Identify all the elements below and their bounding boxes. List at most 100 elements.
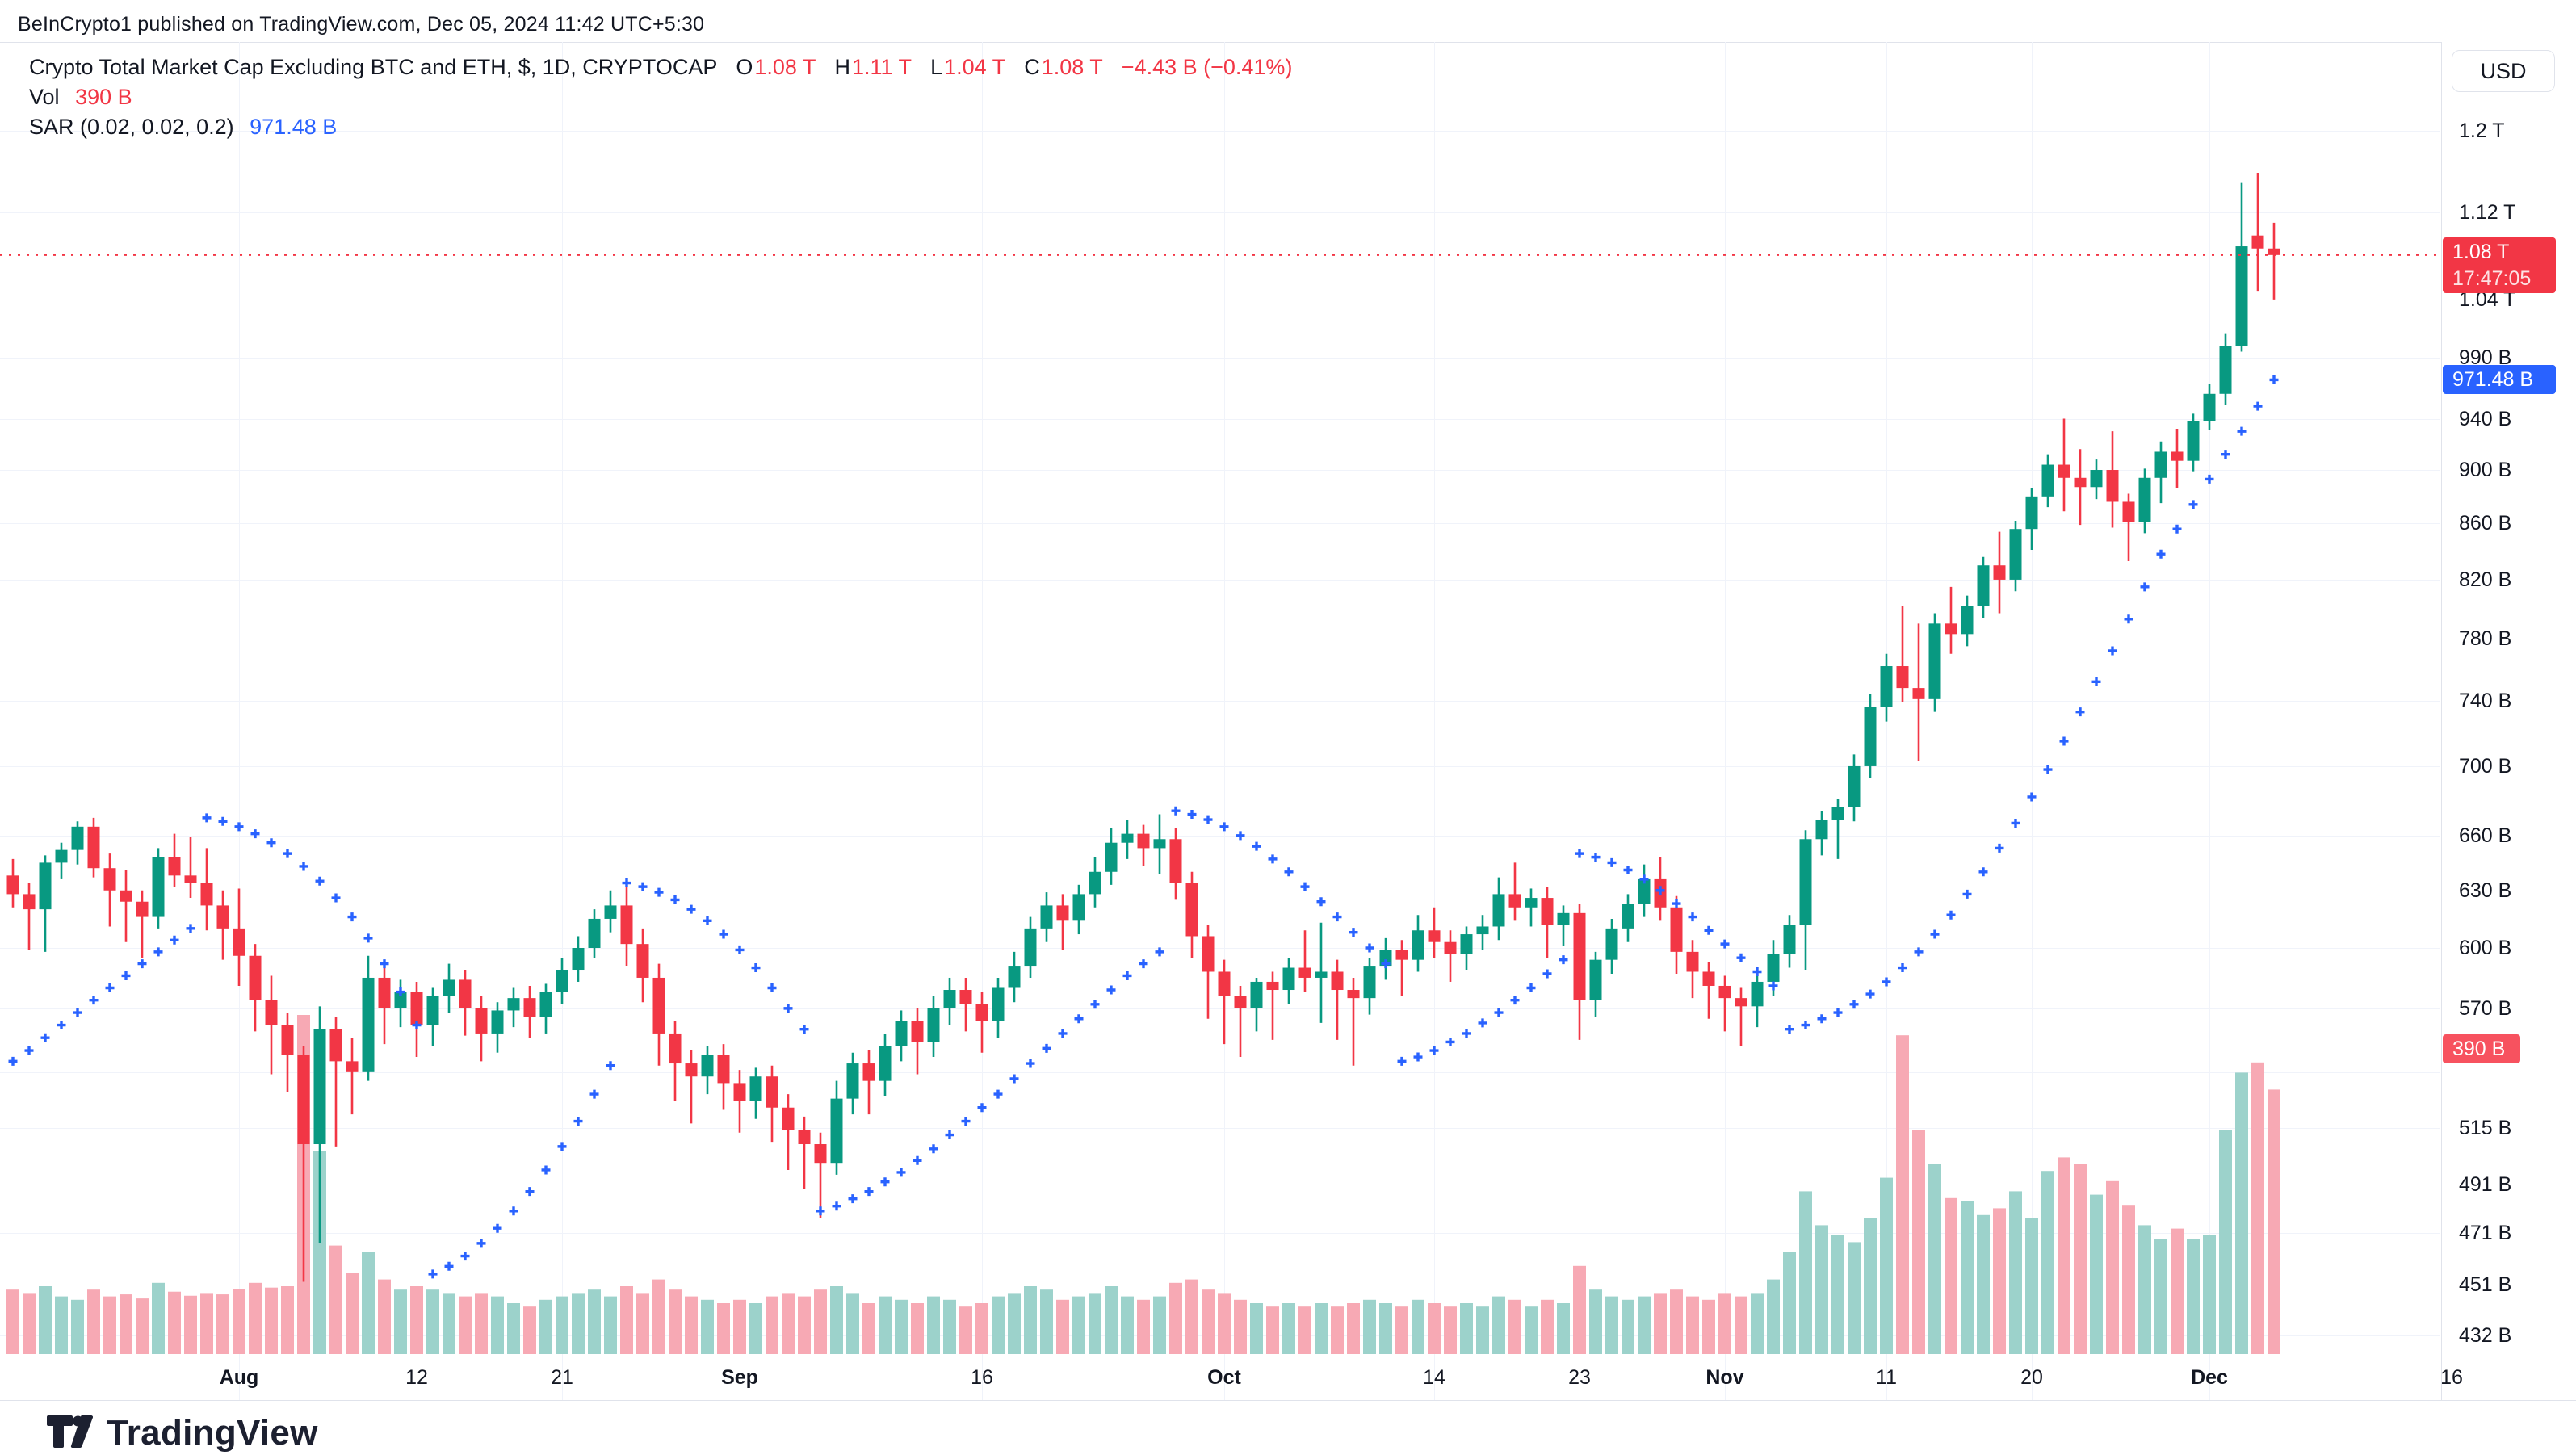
sar-dot <box>444 1261 454 1271</box>
sar-dot <box>1187 810 1197 820</box>
ohlc-open-label: O <box>736 55 753 79</box>
time-tick-label: 12 <box>405 1366 428 1389</box>
candle-body <box>459 979 472 1008</box>
volume-bar <box>588 1289 601 1354</box>
candle-body <box>636 944 649 978</box>
price-tick-label: 900 B <box>2459 459 2512 482</box>
sar-dot <box>1623 865 1633 874</box>
currency-toggle-button[interactable]: USD <box>2452 50 2555 92</box>
candle-body <box>1282 967 1295 991</box>
sar-dot <box>751 963 761 973</box>
volume-bar <box>1961 1201 1974 1354</box>
sar-dot <box>525 1187 535 1197</box>
volume-bar <box>766 1296 778 1354</box>
candle-body <box>2106 470 2119 502</box>
legend-volume-row[interactable]: Vol 390 B <box>29 83 1292 111</box>
candle-body <box>426 996 439 1025</box>
volume-bar <box>1589 1289 1602 1354</box>
sar-dot <box>1397 1056 1407 1066</box>
sar-dot <box>2043 765 2053 774</box>
candle-body <box>2122 501 2135 522</box>
candle-body <box>1218 971 1231 996</box>
sar-dot <box>1655 886 1665 895</box>
sar-dot <box>1252 841 1261 851</box>
sar-dot <box>2027 792 2037 802</box>
sar-dot <box>2156 549 2166 559</box>
candle-body <box>1234 996 1247 1008</box>
candle-body <box>2025 496 2038 530</box>
volume-bar <box>846 1293 859 1354</box>
candle-body <box>1363 966 1376 999</box>
candle-body <box>1444 941 1457 954</box>
candle-body <box>1024 928 1037 967</box>
sar-dot <box>2011 818 2020 828</box>
volume-bar <box>507 1303 520 1354</box>
volume-bar <box>1298 1306 1311 1354</box>
sar-dot <box>105 983 115 992</box>
sar-dot <box>1898 963 1907 973</box>
sar-dot <box>1494 1008 1504 1017</box>
candle-body <box>2171 451 2184 461</box>
price-chart-canvas[interactable] <box>0 0 2440 1455</box>
candle-body <box>685 1063 698 1077</box>
candle-body <box>71 826 84 850</box>
volume-bar <box>830 1286 843 1354</box>
ohlc-low-label: L <box>930 55 943 79</box>
volume-bar <box>1605 1296 1618 1354</box>
candle-body <box>1864 707 1877 766</box>
legend-sar-row[interactable]: SAR (0.02, 0.02, 0.2) 971.48 B <box>29 113 1292 140</box>
chart-top-border <box>0 42 2576 43</box>
volume-bar <box>152 1282 165 1354</box>
legend-symbol-row[interactable]: Crypto Total Market Cap Excluding BTC an… <box>29 53 1292 81</box>
volume-bar <box>491 1296 504 1354</box>
volume-bar <box>136 1298 149 1354</box>
sar-dot <box>767 983 777 992</box>
candle-body <box>1799 839 1812 925</box>
sar-dot <box>412 1021 422 1030</box>
candle-body <box>297 1055 310 1145</box>
volume-value: 390 B <box>75 85 132 109</box>
volume-bar <box>1379 1303 1392 1354</box>
price-tick-label: 515 B <box>2459 1117 2512 1140</box>
ohlc-close-label: C <box>1024 55 1040 79</box>
volume-bar <box>378 1279 391 1354</box>
sar-dot <box>363 933 373 943</box>
sar-dot <box>541 1165 551 1175</box>
candle-body <box>862 1063 875 1081</box>
candle-body <box>443 979 455 996</box>
candle-body <box>1008 966 1021 988</box>
volume-bar <box>749 1303 762 1354</box>
last-price-badge: 1.08 T 17:47:05 <box>2443 237 2556 293</box>
sar-dot <box>283 849 292 858</box>
sar-dot <box>1268 854 1278 864</box>
volume-bar <box>1266 1306 1279 1354</box>
sar-dot <box>783 1004 793 1013</box>
sar-dot <box>1785 1025 1794 1034</box>
candle-body <box>249 955 262 1000</box>
sar-dot <box>1090 1000 1100 1009</box>
ohlc-high-value: 1.11 T <box>851 55 912 79</box>
volume-bar <box>475 1293 488 1354</box>
candle-body <box>1945 623 1957 635</box>
sar-dot <box>880 1177 890 1187</box>
sar-dot <box>573 1117 583 1126</box>
bar-countdown: 17:47:05 <box>2452 266 2532 290</box>
candle-body <box>1541 898 1554 925</box>
sar-dot <box>2172 524 2182 534</box>
candle-body <box>523 998 536 1017</box>
volume-bar <box>604 1296 617 1354</box>
volume-bar <box>1395 1306 1408 1354</box>
volume-bar <box>2122 1205 2135 1354</box>
sar-dot <box>589 1089 599 1099</box>
candle-body <box>313 1029 326 1145</box>
tradingview-branding[interactable]: TradingView <box>47 1413 318 1453</box>
volume-bar <box>410 1286 423 1354</box>
sar-dot <box>622 878 631 888</box>
sar-dot <box>57 1021 66 1030</box>
time-tick-label: Nov <box>1705 1366 1744 1389</box>
candle-body <box>216 905 229 929</box>
time-tick-label: 11 <box>1876 1366 1897 1389</box>
last-price-badge-value: 1.08 T <box>2452 240 2510 263</box>
candle-body <box>1848 765 1861 807</box>
candle-body <box>1751 981 1764 1007</box>
